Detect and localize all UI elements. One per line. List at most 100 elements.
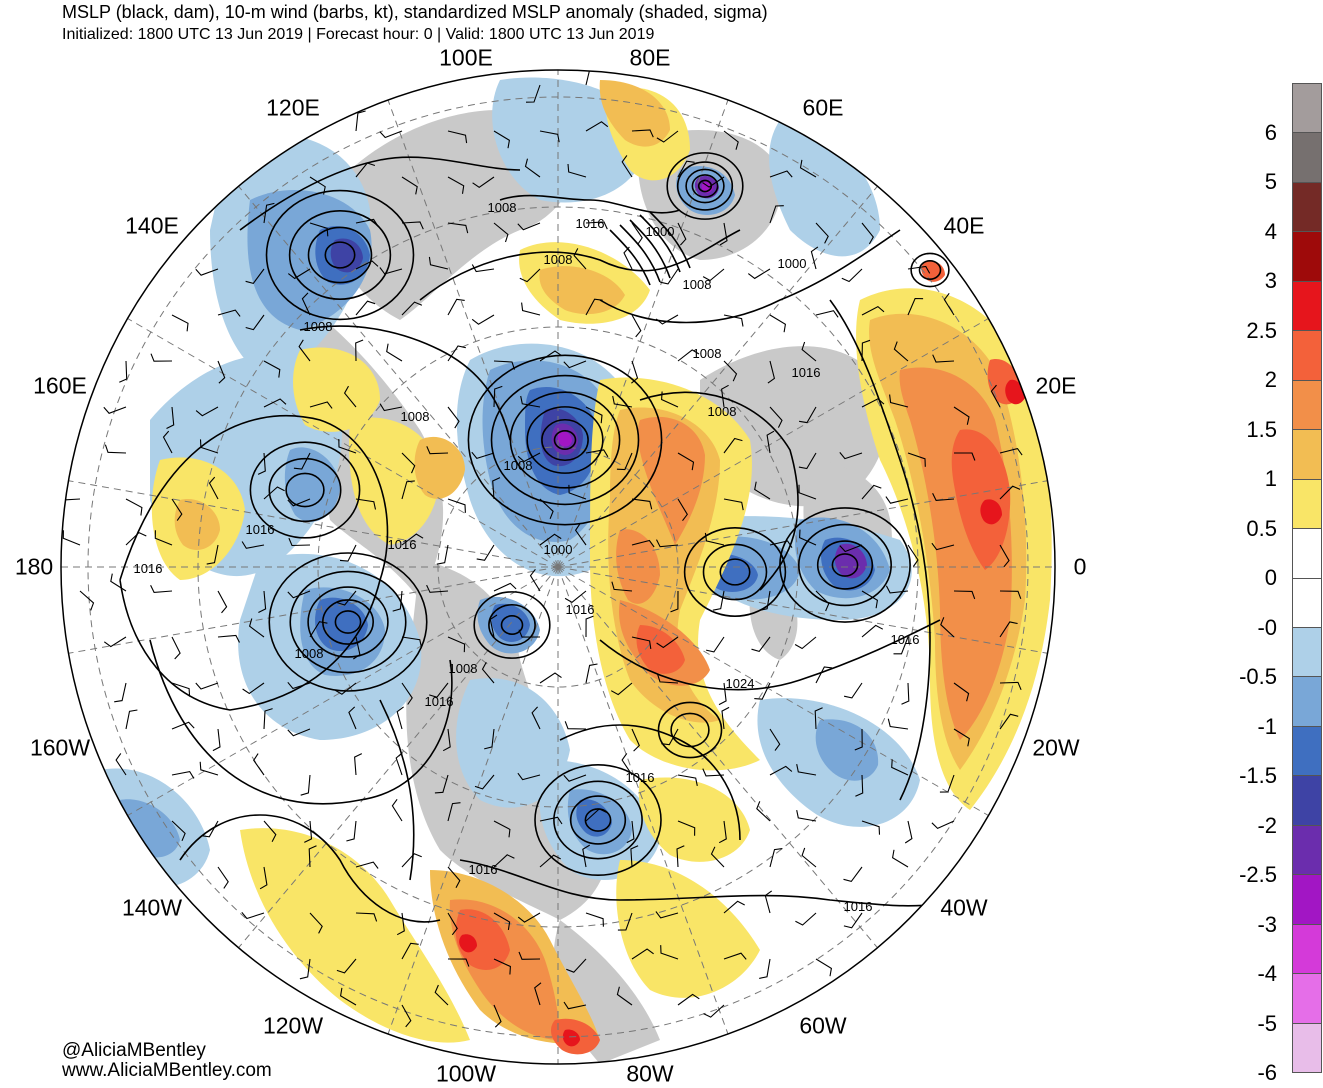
wind-barb — [798, 452, 817, 470]
anomaly-region — [951, 429, 1011, 570]
wind-barb — [354, 753, 363, 776]
wind-barb — [447, 636, 466, 653]
isobar-contour — [490, 374, 640, 506]
isobar-contour — [268, 552, 428, 692]
isobar-label: 1008 — [708, 404, 737, 419]
colorbar-swatch — [1293, 84, 1321, 134]
wind-barb — [125, 498, 143, 516]
isobar-contour — [419, 229, 741, 301]
wind-barb — [392, 590, 403, 612]
wind-barb — [932, 492, 955, 501]
longitude-label: 120W — [262, 1012, 324, 1039]
wind-barb — [661, 728, 679, 746]
wind-barb — [839, 452, 863, 460]
wind-barb — [631, 636, 652, 649]
wind-barb — [298, 339, 311, 362]
wind-barb — [355, 300, 376, 316]
longitude-label: 60W — [799, 1012, 847, 1039]
wind-barb — [891, 849, 909, 868]
colorbar-swatch — [1293, 281, 1321, 332]
map-disk: 1008 1016 1000 1008 1008 1000 1008 1008 1016 1008… — [61, 70, 1055, 1064]
wind-barb — [719, 222, 728, 246]
wind-barb — [396, 912, 405, 936]
colorbar-label: 1.5 — [1246, 416, 1277, 442]
isobar-contour — [285, 472, 325, 508]
meridian-line — [238, 185, 559, 568]
wind-barbs — [61, 70, 1023, 1028]
isobar-label: 1000 — [646, 224, 675, 239]
wind-barb — [447, 802, 461, 822]
wind-barb — [631, 222, 643, 245]
longitude-label: 160W — [29, 734, 91, 761]
wind-barb — [493, 385, 503, 408]
wind-barb — [520, 395, 541, 408]
anomaly-region — [174, 499, 220, 550]
colorbar-swatch — [1293, 924, 1321, 975]
wind-barb — [953, 682, 970, 702]
wind-barb — [611, 581, 633, 592]
wind-barb — [861, 305, 885, 316]
wind-barb — [660, 268, 679, 285]
wind-barb — [954, 452, 976, 461]
wind-barb — [855, 774, 864, 797]
wind-barb — [655, 911, 679, 919]
wind-barb — [355, 218, 379, 227]
wind-barb — [379, 267, 403, 275]
wind-barb — [723, 314, 744, 327]
wind-barb — [401, 942, 419, 960]
wind-barb — [426, 446, 449, 455]
wind-barb — [396, 706, 404, 730]
wind-barb — [564, 721, 587, 730]
wind-barb — [493, 360, 516, 370]
wind-barb — [434, 774, 449, 794]
wind-barb — [677, 498, 688, 522]
isobar-contour — [379, 699, 415, 881]
wind-barb — [563, 774, 587, 782]
isobar-label: 1008 — [401, 409, 430, 424]
wind-barb — [710, 846, 725, 868]
wind-barb — [747, 268, 771, 280]
wind-barb — [171, 682, 191, 697]
wind-barb — [171, 770, 195, 779]
wind-barb — [241, 911, 265, 920]
isobar-contour — [657, 701, 723, 759]
wind-barb — [493, 958, 511, 975]
wind-barb — [843, 682, 863, 699]
wind-barb — [355, 339, 364, 362]
isobar-label: 1024 — [726, 676, 755, 691]
wind-barb — [521, 302, 541, 316]
wind-barb — [447, 958, 470, 967]
wind-barb — [104, 444, 127, 454]
wind-barb — [799, 159, 817, 178]
wind-barb — [125, 531, 147, 546]
map-subtitle: Initialized: 1800 UTC 13 Jun 2019 | Fore… — [62, 26, 655, 43]
isobar-contour — [609, 219, 671, 286]
colorbar-label: -1 — [1257, 713, 1277, 739]
isobar-contour — [334, 610, 362, 634]
wind-barb — [110, 573, 127, 592]
wind-barb — [769, 314, 787, 333]
longitude-label: 0 — [1073, 553, 1087, 580]
isobar-contour — [307, 226, 373, 284]
wind-barb — [395, 752, 403, 776]
longitude-label: 100W — [435, 1060, 497, 1087]
wind-barb — [677, 993, 700, 1006]
colorbar-label: -4 — [1257, 961, 1277, 986]
wind-barb — [801, 341, 817, 362]
isobar-contour — [829, 299, 931, 801]
wind-barb — [539, 350, 562, 362]
wind-barb — [573, 248, 587, 270]
wind-barb — [585, 912, 604, 927]
wind-barb — [999, 544, 1010, 568]
colorbar-swatch — [1293, 627, 1321, 678]
wind-barb — [814, 707, 823, 730]
wind-barb — [493, 582, 517, 592]
wind-barb — [253, 753, 265, 776]
wind-barb — [676, 845, 685, 868]
wind-barb — [518, 629, 541, 638]
wind-barb — [703, 1004, 725, 1018]
wind-barb — [195, 682, 219, 690]
isobar-label: 1008 — [488, 200, 517, 215]
wind-barb — [723, 498, 744, 511]
anomaly-region — [637, 416, 705, 545]
